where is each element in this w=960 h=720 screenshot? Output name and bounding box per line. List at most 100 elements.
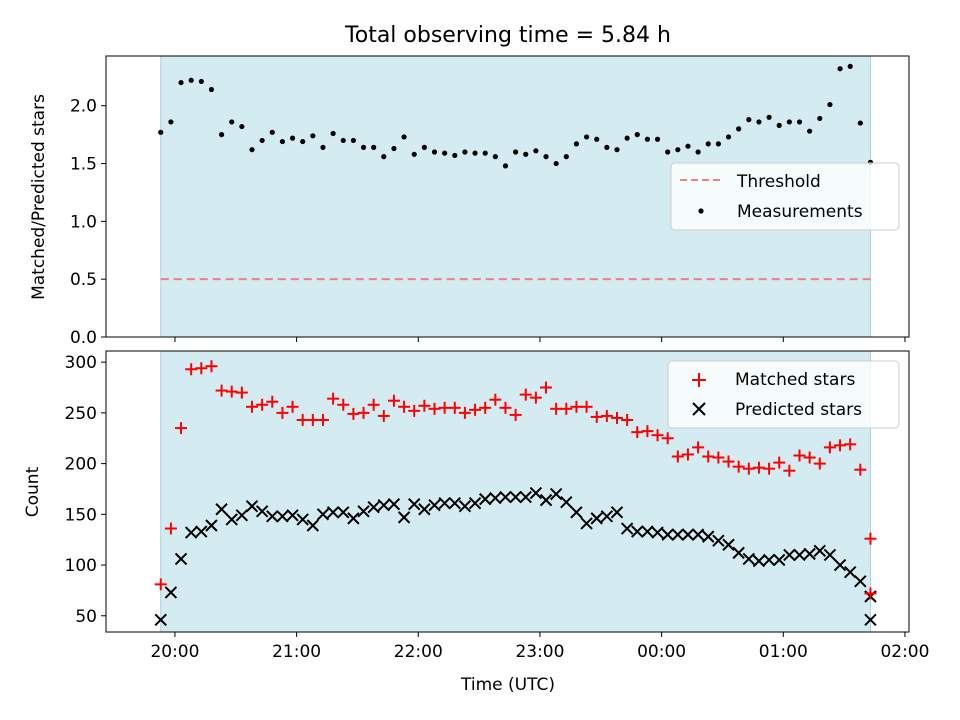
measurement-point: [269, 129, 275, 135]
measurement-point: [817, 115, 823, 122]
predicted-star-point: [184, 526, 198, 539]
measurement-point: [766, 114, 772, 120]
measurement-point: [289, 135, 296, 141]
measurement-point: [665, 149, 671, 155]
measurement-point: [178, 79, 184, 86]
predicted-star-point: [438, 496, 451, 510]
measurement-point: [543, 154, 549, 160]
top-panel: 0.00.51.01.52.0 Matched/Predicted stars …: [29, 55, 910, 348]
predicted-star-point: [225, 513, 238, 526]
measurement-point: [401, 134, 407, 140]
predicted-star-point: [560, 495, 573, 509]
matched-star-point: [783, 464, 796, 477]
matched-star-point: [712, 451, 725, 464]
matched-star-point: [347, 407, 360, 420]
matched-star-point: [621, 413, 634, 426]
figure-title: Total observing time = 5.84 h: [344, 23, 671, 48]
predicted-star-point: [478, 492, 492, 506]
matched-star-point: [793, 449, 806, 462]
matched-star-point: [337, 398, 350, 411]
matched-star-point: [854, 463, 867, 476]
measurement-point: [725, 134, 732, 140]
measurement-point: [462, 149, 468, 155]
matched-star-point: [448, 401, 461, 414]
matched-star-point: [722, 455, 735, 468]
matched-star-point: [195, 362, 208, 375]
measurement-point: [239, 123, 245, 130]
predicted-star-point: [448, 496, 461, 510]
predicted-star-point: [823, 548, 837, 562]
measurement-point: [807, 128, 813, 134]
measurement-point: [614, 147, 620, 153]
matched-star-point: [550, 402, 563, 415]
measurement-point: [675, 147, 681, 153]
measurement-point: [431, 149, 438, 155]
y-tick-label: 150: [65, 505, 97, 525]
matched-star-point: [834, 439, 847, 452]
predicted-star-point: [387, 497, 401, 511]
measurement-point: [583, 134, 590, 140]
predicted-star-point: [377, 498, 391, 512]
predicted-star-point: [286, 509, 299, 522]
measurement-point: [523, 151, 529, 157]
predicted-star-point: [854, 575, 867, 588]
measurement-point: [188, 77, 194, 83]
measurement-point: [350, 137, 356, 144]
matched-star-point: [377, 409, 390, 422]
matched-star-point: [611, 411, 623, 424]
measurement-point: [381, 154, 387, 160]
x-tick-label: 20:00: [150, 642, 199, 662]
measurement-point: [695, 149, 701, 155]
x-tick-label: 02:00: [880, 642, 929, 662]
y-tick-label: 1.0: [70, 212, 97, 232]
predicted-star-point: [661, 528, 674, 541]
measurement-point: [553, 160, 559, 167]
measurement-point: [330, 130, 336, 137]
matched-star-point: [732, 460, 745, 473]
measurement-point: [218, 132, 225, 138]
matched-star-point: [631, 426, 644, 439]
predicted-star-point: [681, 528, 695, 541]
matched-star-point: [540, 381, 553, 394]
measurement-point: [533, 148, 539, 154]
y-tick-label: 1.5: [70, 155, 97, 175]
matched-star-point: [316, 413, 329, 426]
matched-star-point: [306, 413, 319, 426]
bottom-y-axis-label: Count: [23, 466, 43, 517]
predicted-star-point: [651, 526, 664, 539]
measurement-point: [472, 150, 478, 156]
matched-star-point: [489, 393, 502, 406]
measurement-point: [756, 119, 762, 125]
matched-star-point: [651, 429, 664, 442]
matched-star-point: [519, 388, 532, 401]
measurement-point: [168, 119, 174, 125]
predicted-star-point: [641, 525, 654, 538]
measurement-point: [705, 141, 711, 147]
matched-star-point: [560, 402, 573, 415]
measurement-point: [786, 119, 792, 125]
matched-star-point: [428, 402, 441, 415]
predicted-star-point: [408, 497, 421, 511]
measurement-point: [492, 154, 498, 160]
measurement-point: [847, 63, 853, 70]
measurement-point: [644, 136, 651, 142]
predicted-star-point: [458, 500, 472, 513]
matched-star-point: [844, 438, 857, 451]
legend-predicted-swatch: [692, 402, 706, 416]
matched-star-point: [367, 398, 380, 411]
predicted-star-point: [610, 506, 624, 519]
predicted-star-point: [276, 510, 289, 523]
measurement-point: [513, 149, 519, 155]
matched-star-point: [286, 400, 299, 413]
predicted-star-point: [793, 548, 806, 562]
predicted-star-point: [235, 509, 249, 522]
measurement-point: [594, 136, 600, 142]
measurement-point: [320, 144, 326, 150]
top-axes-frame: [105, 55, 910, 338]
predicted-star-point: [519, 490, 532, 504]
top-y-axis-label: Matched/Predicted stars: [29, 94, 49, 300]
predicted-star-point: [752, 554, 766, 568]
predicted-star-point: [296, 513, 309, 526]
measurement-point: [654, 136, 661, 142]
y-tick-label: 2.0: [70, 97, 97, 117]
